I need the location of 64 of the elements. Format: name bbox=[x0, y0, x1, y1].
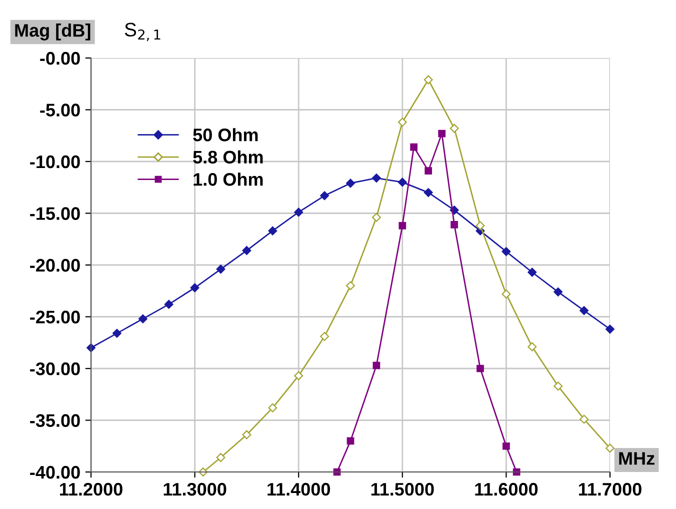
point bbox=[268, 226, 278, 236]
y-tick-label: -30.00 bbox=[30, 362, 80, 376]
x-tick-label: 11.7000 bbox=[579, 482, 642, 496]
point bbox=[320, 332, 330, 341]
point bbox=[502, 247, 511, 256]
legend-label: 1.0 Ohm bbox=[194, 172, 263, 186]
point bbox=[398, 178, 407, 187]
point bbox=[528, 342, 537, 352]
point bbox=[554, 382, 563, 391]
y-axis-title: Mag [dB] bbox=[15, 24, 90, 40]
y-tick-label: -40.00 bbox=[30, 466, 80, 479]
x-tick-label: 11.4000 bbox=[268, 482, 330, 496]
point bbox=[346, 437, 354, 445]
point bbox=[424, 188, 433, 198]
point bbox=[398, 118, 407, 127]
x-axis-title: MHz bbox=[619, 452, 654, 465]
legend-label: 50 Ohm bbox=[193, 128, 258, 142]
point bbox=[606, 444, 614, 453]
point bbox=[502, 442, 510, 450]
y-tick-label: -20.00 bbox=[30, 258, 80, 272]
y-tick-label: -5.00 bbox=[40, 104, 80, 116]
y-tick-label: -10.00 bbox=[30, 155, 80, 168]
x-tick-label: 11.3000 bbox=[164, 482, 226, 496]
y-tick-label: -25.00 bbox=[30, 310, 80, 324]
legend-label: 5.8 Ohm bbox=[193, 150, 263, 164]
point bbox=[450, 220, 458, 228]
point bbox=[528, 268, 537, 277]
point bbox=[372, 212, 381, 222]
point bbox=[606, 324, 614, 334]
point bbox=[138, 314, 148, 324]
y-tick-label: -15.00 bbox=[30, 207, 80, 220]
point bbox=[190, 283, 200, 292]
point bbox=[580, 306, 589, 316]
point bbox=[502, 289, 511, 298]
point bbox=[476, 364, 484, 372]
y-tick-label: -35.00 bbox=[30, 414, 80, 427]
x-tick-label: 11.2000 bbox=[60, 482, 122, 496]
point bbox=[424, 167, 432, 174]
point bbox=[476, 221, 485, 230]
point bbox=[242, 246, 252, 255]
point bbox=[346, 178, 355, 188]
point bbox=[372, 362, 380, 370]
x-tick-label: 11.5000 bbox=[371, 482, 434, 496]
point bbox=[438, 130, 446, 138]
point bbox=[216, 453, 226, 462]
point bbox=[320, 191, 330, 200]
point bbox=[450, 124, 459, 133]
point bbox=[346, 281, 355, 290]
point bbox=[268, 403, 278, 412]
point bbox=[554, 287, 563, 296]
point bbox=[164, 300, 174, 309]
x-tick-label: 11.6000 bbox=[475, 482, 538, 496]
point bbox=[294, 371, 304, 380]
point bbox=[242, 430, 252, 440]
point bbox=[112, 328, 122, 338]
point bbox=[398, 222, 406, 230]
point bbox=[294, 208, 304, 217]
point bbox=[410, 143, 418, 151]
point bbox=[424, 75, 433, 84]
chart-title: S$_{2,1}$ bbox=[124, 22, 160, 42]
point bbox=[580, 414, 589, 424]
point bbox=[216, 264, 226, 274]
y-tick-label: -0.00 bbox=[40, 52, 80, 65]
point bbox=[372, 174, 381, 183]
